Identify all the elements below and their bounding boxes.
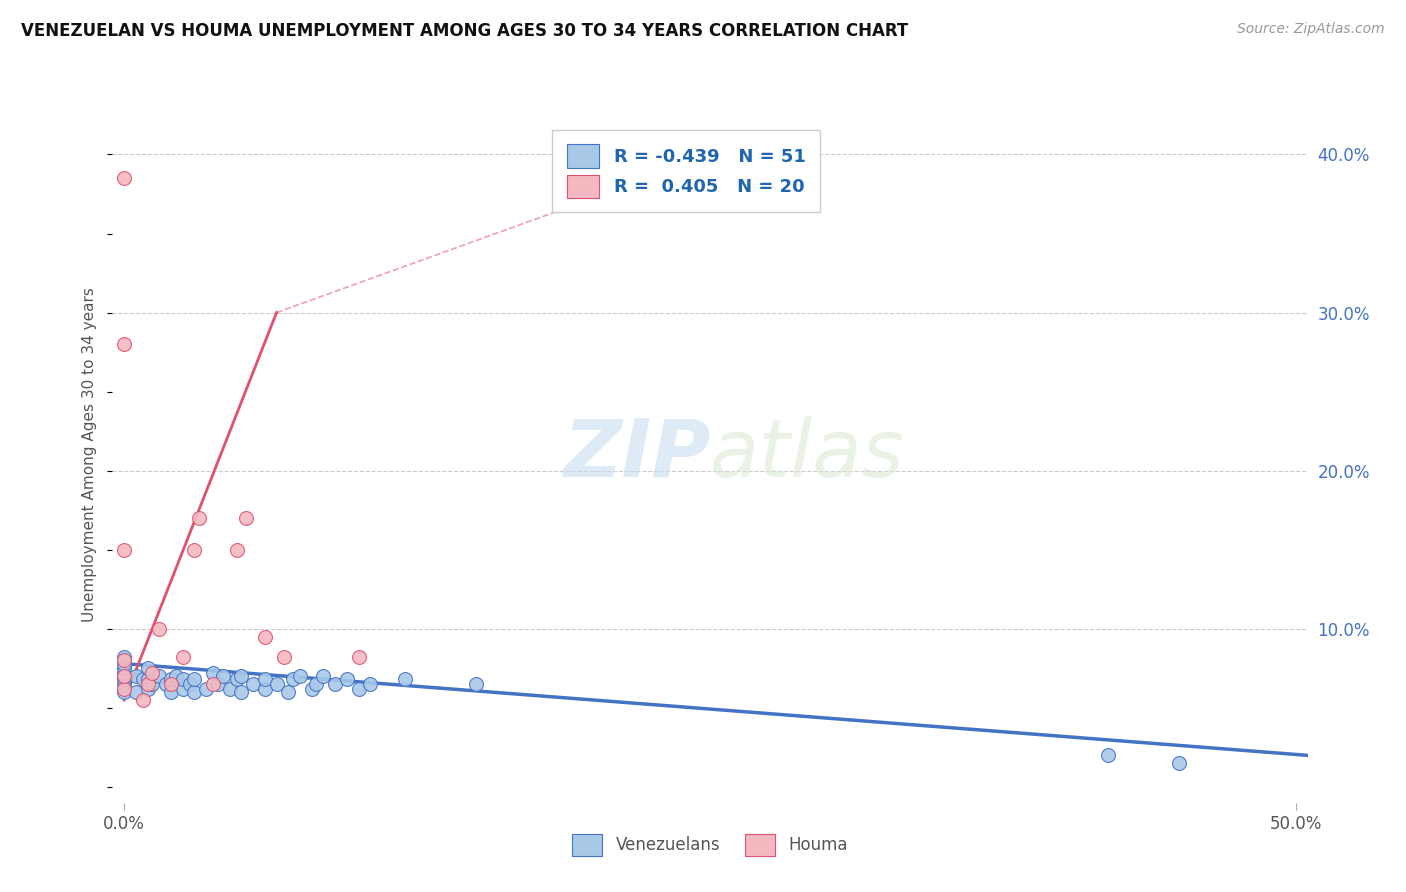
Point <box>179 677 201 691</box>
Point <box>148 669 170 683</box>
Text: ZIP: ZIP <box>562 416 710 494</box>
Point <box>112 650 135 665</box>
Point <box>231 685 253 699</box>
Point <box>112 673 135 687</box>
Point <box>266 677 288 691</box>
Point <box>155 677 177 691</box>
Point <box>253 681 276 696</box>
Point <box>125 685 148 699</box>
Point <box>195 681 218 696</box>
Text: Source: ZipAtlas.com: Source: ZipAtlas.com <box>1237 22 1385 37</box>
Point <box>183 542 205 557</box>
Point <box>288 669 311 683</box>
Point <box>112 171 135 186</box>
Point <box>160 677 183 691</box>
Point <box>235 511 257 525</box>
Point <box>112 542 135 557</box>
Point <box>172 681 194 696</box>
Point <box>165 669 187 683</box>
Point <box>183 673 205 687</box>
Point <box>125 669 148 683</box>
Point <box>172 650 194 665</box>
Point <box>211 669 233 683</box>
Point <box>136 677 159 691</box>
Point <box>273 650 295 665</box>
Point <box>394 673 416 687</box>
Point <box>136 661 159 675</box>
Point <box>1167 756 1189 771</box>
Point <box>347 650 370 665</box>
Point <box>160 673 183 687</box>
Point <box>112 669 135 683</box>
Point <box>301 681 323 696</box>
Point <box>281 673 304 687</box>
Legend: Venezuelans, Houma: Venezuelans, Houma <box>564 826 856 864</box>
Point <box>112 661 135 675</box>
Point <box>277 685 299 699</box>
Point <box>136 681 159 696</box>
Point <box>141 666 163 681</box>
Point <box>1097 748 1119 763</box>
Point <box>305 677 328 691</box>
Point <box>253 630 276 644</box>
Point <box>359 677 381 691</box>
Point <box>132 693 155 707</box>
Point <box>323 677 346 691</box>
Point <box>225 542 247 557</box>
Point <box>207 677 229 691</box>
Point <box>312 669 335 683</box>
Point <box>112 657 135 671</box>
Point <box>336 673 359 687</box>
Point <box>202 677 225 691</box>
Point <box>231 669 253 683</box>
Point <box>112 669 135 683</box>
Point <box>148 622 170 636</box>
Point <box>172 673 194 687</box>
Point <box>112 677 135 691</box>
Point <box>136 673 159 687</box>
Point <box>112 681 135 696</box>
Point <box>112 685 135 699</box>
Point <box>188 511 211 525</box>
Point <box>141 677 163 691</box>
Point <box>202 666 225 681</box>
Point <box>132 673 155 687</box>
Point <box>160 685 183 699</box>
Text: atlas: atlas <box>710 416 905 494</box>
Point <box>253 673 276 687</box>
Point <box>112 653 135 667</box>
Point <box>183 685 205 699</box>
Point <box>242 677 264 691</box>
Point <box>225 673 247 687</box>
Point <box>112 337 135 351</box>
Point <box>112 666 135 681</box>
Point <box>464 677 486 691</box>
Y-axis label: Unemployment Among Ages 30 to 34 years: Unemployment Among Ages 30 to 34 years <box>82 287 97 623</box>
Point <box>347 681 370 696</box>
Point <box>218 681 240 696</box>
Text: VENEZUELAN VS HOUMA UNEMPLOYMENT AMONG AGES 30 TO 34 YEARS CORRELATION CHART: VENEZUELAN VS HOUMA UNEMPLOYMENT AMONG A… <box>21 22 908 40</box>
